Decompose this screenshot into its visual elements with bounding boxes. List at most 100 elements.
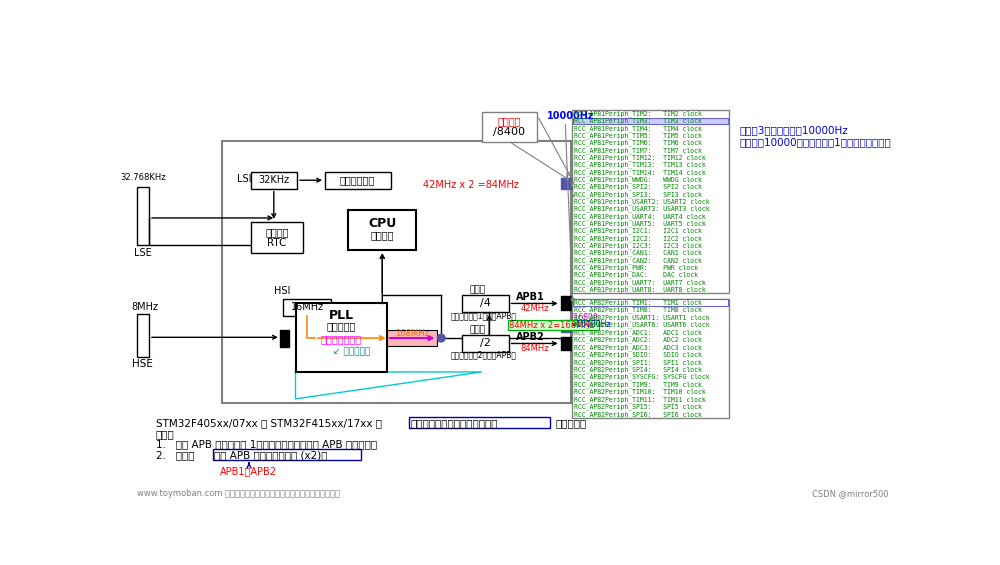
Text: RCC_APB2Periph_SPI6:   SPI6 clock: RCC_APB2Periph_SPI6: SPI6 clock bbox=[574, 411, 702, 418]
Text: RCC_APB1Periph_TIM12:  TIM12 clock: RCC_APB1Periph_TIM12: TIM12 clock bbox=[574, 154, 706, 161]
Text: 实时时钟: 实时时钟 bbox=[265, 227, 289, 237]
Text: RCC_APB2Periph_TIM11:  TIM11 clock: RCC_APB2Periph_TIM11: TIM11 clock bbox=[574, 396, 706, 403]
Text: 168MHz: 168MHz bbox=[395, 329, 429, 338]
Text: 32.768KHz: 32.768KHz bbox=[120, 173, 166, 181]
Text: 等于 APB 域的频率的两倍 (x2)。: 等于 APB 域的频率的两倍 (x2)。 bbox=[214, 450, 328, 460]
Text: RCC_APB2Periph_TIM9:   TIM9 clock: RCC_APB2Periph_TIM9: TIM9 clock bbox=[574, 381, 702, 388]
Text: RCC_APB1Periph_I2C1:   I2C1 clock: RCC_APB1Periph_I2C1: I2C1 clock bbox=[574, 228, 702, 234]
Text: RCC_APB1Periph_SPI2:   SPI2 clock: RCC_APB1Periph_SPI2: SPI2 clock bbox=[574, 184, 702, 190]
Text: RCC_APB1Periph_USART2: USART2 clock: RCC_APB1Periph_USART2: USART2 clock bbox=[574, 198, 710, 205]
Circle shape bbox=[437, 334, 445, 342]
Text: RCC_APB2Periph_TIM1:   TIM1 clock: RCC_APB2Periph_TIM1: TIM1 clock bbox=[574, 299, 702, 306]
Text: RCC_APB1Periph_TIM5:   TIM5 clock: RCC_APB1Periph_TIM5: TIM5 clock bbox=[574, 132, 702, 139]
Bar bbox=[283, 299, 331, 316]
Text: RCC_APB1Periph_I2C3:   I2C3 clock: RCC_APB1Periph_I2C3: I2C3 clock bbox=[574, 242, 702, 249]
Bar bbox=[251, 172, 297, 189]
Text: RCC_APB2Periph_ADC3:   ADC3 clock: RCC_APB2Periph_ADC3: ADC3 clock bbox=[574, 344, 702, 351]
Text: 42MHz: 42MHz bbox=[520, 303, 549, 312]
Text: 只要进行10000次计数，就是1秒钟时间的到达！: 只要进行10000次计数，就是1秒钟时间的到达！ bbox=[740, 137, 891, 147]
Text: 独立的看门狗: 独立的看门狗 bbox=[340, 175, 375, 185]
Text: 频率调整：倍频: 频率调整：倍频 bbox=[321, 334, 362, 344]
Text: RCC_APB2Periph_SPI1:   SPI1 clock: RCC_APB2Periph_SPI1: SPI1 clock bbox=[574, 359, 702, 366]
Text: RCC_APB1Periph_SPI3:   SPI3 clock: RCC_APB1Periph_SPI3: SPI3 clock bbox=[574, 191, 702, 198]
Text: RCC_APB2Periph_ADC2:   ADC2 clock: RCC_APB2Periph_ADC2: ADC2 clock bbox=[574, 337, 702, 343]
Bar bbox=[387, 331, 437, 346]
Bar bbox=[348, 210, 416, 250]
Text: /4: /4 bbox=[480, 298, 491, 308]
Text: 定时器时钟频率由硬件自动设置: 定时器时钟频率由硬件自动设置 bbox=[411, 418, 498, 428]
Text: =10000Hz: =10000Hz bbox=[571, 320, 611, 329]
Text: RCC_APB2Periph_SPI4:   SPI4 clock: RCC_APB2Periph_SPI4: SPI4 clock bbox=[574, 366, 702, 373]
Bar bbox=[482, 112, 537, 142]
Text: RCC_APB1Periph_UART7:  UART7 clock: RCC_APB1Periph_UART7: UART7 clock bbox=[574, 279, 706, 286]
Text: RCC_APB1Periph_TIM2:   TIM2 clock: RCC_APB1Periph_TIM2: TIM2 clock bbox=[574, 111, 702, 117]
Text: RCC_APB1Periph_CAN1:   CAN1 clock: RCC_APB1Periph_CAN1: CAN1 clock bbox=[574, 250, 702, 257]
Text: RCC_APB1Periph_USART3: USART3 clock: RCC_APB1Periph_USART3: USART3 clock bbox=[574, 206, 710, 212]
Text: RCC_APB1Periph_I2C2:   I2C2 clock: RCC_APB1Periph_I2C2: I2C2 clock bbox=[574, 235, 702, 242]
Text: 高级设备总线1（低速APB）: 高级设备总线1（低速APB） bbox=[450, 311, 516, 320]
Bar bbox=[572, 110, 729, 293]
Text: 分频器: 分频器 bbox=[470, 325, 486, 334]
Text: HSI: HSI bbox=[274, 286, 290, 296]
Bar bbox=[508, 320, 599, 331]
Text: RCC_APB1Periph_DAC:    DAC clock: RCC_APB1Periph_DAC: DAC clock bbox=[574, 272, 698, 279]
Bar bbox=[573, 299, 728, 306]
Text: 8MHz: 8MHz bbox=[131, 302, 158, 311]
Text: RCC_APB1Periph_CAN2:   CAN2 clock: RCC_APB1Periph_CAN2: CAN2 clock bbox=[574, 257, 702, 264]
Bar bbox=[325, 172, 391, 189]
Text: www.toymoban.com 网络图片仅供展示，非存储，如有侵权请联系删除。: www.toymoban.com 网络图片仅供展示，非存储，如有侵权请联系删除。 bbox=[137, 489, 340, 498]
Text: RCC_APB1Periph_TIM14:  TIM14 clock: RCC_APB1Periph_TIM14: TIM14 clock bbox=[574, 169, 706, 176]
Text: 42MHz x 2 =84MHz: 42MHz x 2 =84MHz bbox=[423, 180, 518, 190]
Text: 执行程序: 执行程序 bbox=[371, 231, 394, 241]
Text: /16800: /16800 bbox=[571, 312, 597, 321]
Text: 10000Hz: 10000Hz bbox=[547, 111, 595, 120]
Text: RCC_APB1Periph_TIM4:   TIM4 clock: RCC_APB1Periph_TIM4: TIM4 clock bbox=[574, 125, 702, 132]
Bar bbox=[296, 303, 387, 372]
Bar bbox=[561, 178, 572, 189]
Text: /2: /2 bbox=[480, 338, 491, 349]
Text: 情况：: 情况： bbox=[156, 429, 175, 439]
Text: 分频器: 分频器 bbox=[470, 285, 486, 294]
Text: 高级设备总线2（高速APB）: 高级设备总线2（高速APB） bbox=[450, 350, 516, 359]
Text: RCC_APB2Periph_TIM8:   TIM8 clock: RCC_APB2Periph_TIM8: TIM8 clock bbox=[574, 307, 702, 314]
Text: 32KHz: 32KHz bbox=[258, 175, 289, 185]
Text: LSE: LSE bbox=[134, 247, 152, 258]
Bar bbox=[573, 118, 728, 124]
Text: 84MHz: 84MHz bbox=[520, 344, 549, 353]
Text: RCC_APB2Periph_SYSCFG: SYSCFG clock: RCC_APB2Periph_SYSCFG: SYSCFG clock bbox=[574, 374, 710, 380]
Text: RCC_APB2Periph_USART1: USART1 clock: RCC_APB2Periph_USART1: USART1 clock bbox=[574, 314, 710, 321]
Text: 2.   否则，: 2. 否则， bbox=[156, 450, 194, 460]
Text: CPU: CPU bbox=[368, 217, 396, 230]
Bar bbox=[572, 299, 729, 418]
Text: LSI: LSI bbox=[237, 175, 252, 184]
Text: 16MHz: 16MHz bbox=[291, 302, 324, 312]
Text: RCC_APB1Periph_UART5:  UART5 clock: RCC_APB1Periph_UART5: UART5 clock bbox=[574, 220, 706, 227]
Text: APB2: APB2 bbox=[516, 332, 545, 342]
Text: RCC_APB2Periph_ADC1:   ADC1 clock: RCC_APB2Periph_ADC1: ADC1 clock bbox=[574, 329, 702, 336]
Text: 定时器3，时钟频率为10000Hz: 定时器3，时钟频率为10000Hz bbox=[740, 125, 848, 136]
Bar bbox=[561, 297, 572, 310]
Text: RTC: RTC bbox=[267, 238, 287, 249]
Text: RCC_APB2Periph_TIM10:  TIM10 clock: RCC_APB2Periph_TIM10: TIM10 clock bbox=[574, 389, 706, 396]
Text: HSE: HSE bbox=[132, 359, 153, 370]
Text: STM32F405xx/07xx 和 STM32F415xx/17xx 的: STM32F405xx/07xx 和 STM32F415xx/17xx 的 bbox=[156, 418, 382, 428]
Text: ↙ 汽车变速箱: ↙ 汽车变速箱 bbox=[333, 347, 370, 357]
Text: RCC_APB1Periph_UART4:  UART4 clock: RCC_APB1Periph_UART4: UART4 clock bbox=[574, 213, 706, 220]
Text: 预分频值: 预分频值 bbox=[498, 116, 521, 126]
Bar bbox=[462, 295, 509, 312]
Text: RCC_APB2Periph_SPI5:   SPI5 clock: RCC_APB2Periph_SPI5: SPI5 clock bbox=[574, 403, 702, 410]
Text: 锁相环回路: 锁相环回路 bbox=[327, 321, 356, 332]
Text: RCC_APB1Periph_TIM3:   TIM3 clock: RCC_APB1Periph_TIM3: TIM3 clock bbox=[574, 118, 702, 124]
Bar bbox=[462, 335, 509, 352]
Text: RCC_APB1Periph_WWDG:   WWDG clock: RCC_APB1Periph_WWDG: WWDG clock bbox=[574, 176, 702, 183]
Text: RCC_APB2Periph_SDIO:   SDIO clock: RCC_APB2Periph_SDIO: SDIO clock bbox=[574, 351, 702, 358]
Bar bbox=[561, 337, 572, 350]
Bar bbox=[213, 449, 361, 460]
Text: 1.   如果 APB 预分频器为 1，定时器时钟频率等于 APB 域的频率。: 1. 如果 APB 预分频器为 1，定时器时钟频率等于 APB 域的频率。 bbox=[156, 439, 377, 449]
Text: RCC_APB2Periph_USART6: USART6 clock: RCC_APB2Periph_USART6: USART6 clock bbox=[574, 321, 710, 328]
Text: RCC_APB1Periph_UART8:  UART8 clock: RCC_APB1Periph_UART8: UART8 clock bbox=[574, 286, 706, 293]
Bar bbox=[409, 418, 550, 428]
Text: RCC_APB1Periph_TIM7:   TIM7 clock: RCC_APB1Periph_TIM7: TIM7 clock bbox=[574, 147, 702, 154]
Text: APB1: APB1 bbox=[516, 292, 545, 302]
Text: RCC_APB1Periph_PWR:    PWR clock: RCC_APB1Periph_PWR: PWR clock bbox=[574, 264, 698, 271]
